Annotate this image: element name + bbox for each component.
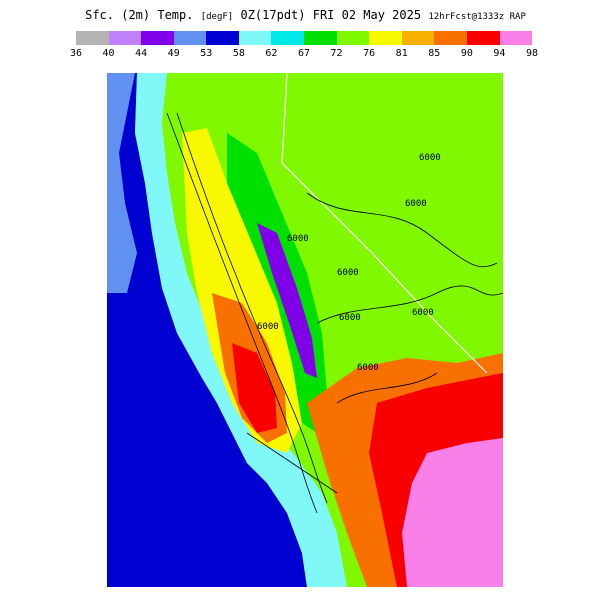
legend-swatch [434, 31, 467, 45]
temperature-map: 6000 6000 6000 6000 6000 6000 6000 6000 [107, 73, 503, 587]
legend-swatch [108, 31, 142, 45]
legend-tick-label: 76 [363, 48, 376, 59]
legend-swatch [369, 31, 402, 45]
legend-swatch [76, 31, 109, 45]
sierra-crest [257, 223, 317, 378]
legend-swatch [401, 31, 435, 45]
legend-tick-label: 72 [330, 48, 343, 59]
color-legend [76, 31, 533, 45]
contour-lines [166, 112, 503, 514]
contour-label-group: 6000 6000 6000 6000 6000 6000 6000 6000 [257, 153, 441, 373]
map-canvas: 6000 6000 6000 6000 6000 6000 6000 6000 [107, 73, 503, 587]
legend-swatch [271, 31, 305, 45]
contour-label: 6000 [412, 308, 434, 318]
contour-label: 6000 [405, 199, 427, 209]
contour-label: 6000 [257, 322, 279, 332]
legend-swatch [173, 31, 207, 45]
legend-swatch [466, 31, 500, 45]
legend-swatch [336, 31, 370, 45]
title-forecast-info: 12hrFcst@1333z RAP [428, 12, 526, 22]
legend-tick-label: 44 [135, 48, 148, 59]
legend-tick-label: 81 [395, 48, 408, 59]
state-border [281, 73, 488, 374]
legend-swatch [141, 31, 174, 45]
central-valley-core [232, 343, 277, 433]
contour-label: 6000 [357, 363, 379, 373]
title-main: Sfc. (2m) Temp. [85, 8, 194, 22]
desert-hottest [402, 438, 503, 587]
legend-tick-label: 94 [493, 48, 506, 59]
coastal-band [135, 73, 347, 587]
legend-swatch [206, 31, 239, 45]
pacific-ocean [107, 73, 307, 587]
legend-tick-label: 98 [525, 48, 539, 59]
title-valid-time: 0Z(17pdt) FRI 02 May 2025 [240, 8, 422, 22]
legend-tick-label: 53 [200, 48, 213, 59]
legend-tick-label: 67 [297, 48, 311, 59]
title-units: [degF] [200, 12, 234, 22]
contour-label: 6000 [339, 313, 361, 323]
legend-tick-label: 90 [460, 48, 473, 59]
legend-swatch [238, 31, 272, 45]
contour-label: 6000 [337, 268, 359, 278]
legend-swatch [499, 31, 533, 45]
legend-tick-label: 36 [69, 48, 83, 59]
legend-tick-label: 62 [265, 48, 278, 59]
legend-tick-label: 40 [102, 48, 115, 59]
legend-ticks: 36 40 44 49 53 58 62 67 72 76 81 85 90 94 98 [60, 48, 550, 62]
legend-tick-label: 85 [428, 48, 441, 59]
legend-tick-label: 58 [232, 48, 245, 59]
map-title: Sfc. (2m) Temp. [degF] 0Z(17pdt) FRI 02 … [0, 8, 611, 22]
legend-swatch [304, 31, 337, 45]
contour-label: 6000 [419, 153, 441, 163]
northern-ocean [107, 73, 137, 293]
contour-label: 6000 [287, 234, 309, 244]
legend-tick-label: 49 [167, 48, 180, 59]
